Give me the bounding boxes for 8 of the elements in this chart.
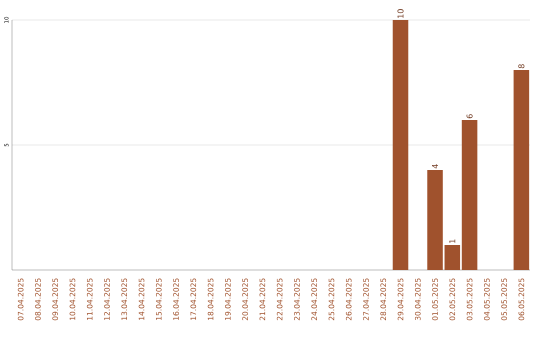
- data-label: 8: [518, 64, 524, 68]
- bar: [392, 20, 408, 270]
- bar: [514, 70, 530, 270]
- bar: [462, 120, 478, 270]
- data-label: 6: [466, 114, 473, 118]
- data-label: 4: [432, 164, 438, 168]
- data-label: 10: [397, 9, 404, 18]
- data-label: 1: [449, 239, 456, 243]
